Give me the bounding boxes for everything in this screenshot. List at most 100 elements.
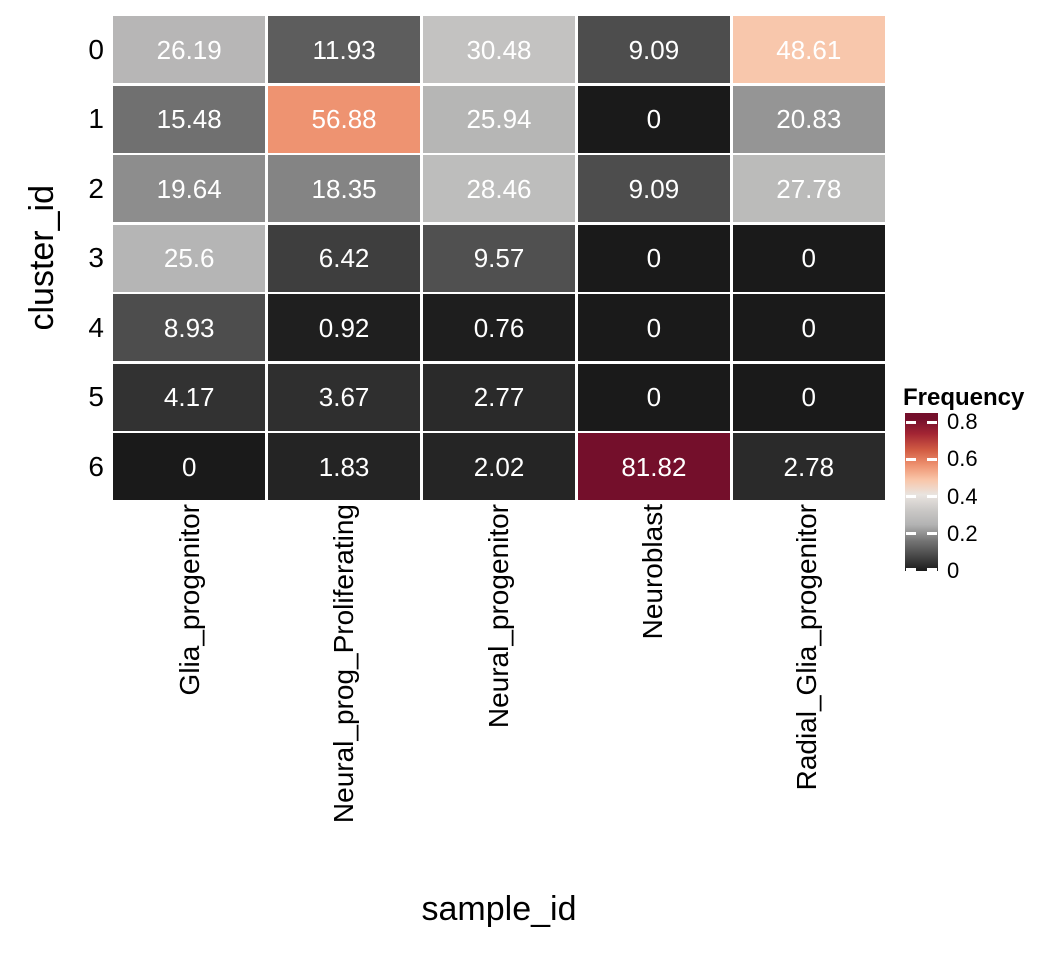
legend-tick-label: 0.4 xyxy=(947,483,978,509)
heatmap-cell: 0 xyxy=(577,85,731,153)
cell-value-label: 2.78 xyxy=(783,451,835,482)
cell-value-label: 0 xyxy=(801,382,817,412)
heatmap-cell: 28.46 xyxy=(422,155,576,222)
cell-value-label: 2.02 xyxy=(473,451,525,482)
heatmap-cell: 0 xyxy=(732,224,885,292)
x-tick-label: Neural_prog_Proliferating xyxy=(328,504,360,824)
cell-value-label: 27.78 xyxy=(776,173,842,204)
x-tick-label: Radial_Glia_progenitor xyxy=(791,504,823,791)
heatmap-cell: 19.64 xyxy=(113,155,266,222)
heatmap-cell: 18.35 xyxy=(267,155,421,222)
cell-value-label: 4.17 xyxy=(163,382,215,412)
heatmap-cell: 2.77 xyxy=(422,363,576,431)
y-tick-label: 3 xyxy=(88,242,104,273)
legend-tick-mark xyxy=(927,420,937,424)
legend-tick-label: 0.2 xyxy=(947,520,978,546)
y-axis-tick-labels: 0 1 2 3 4 5 6 xyxy=(0,16,104,500)
heatmap-cell: 20.83 xyxy=(732,85,885,153)
cell-value-label: 11.93 xyxy=(312,34,376,65)
cell-value-label: 15.48 xyxy=(156,104,222,134)
legend-tick-mark xyxy=(906,495,916,499)
legend-tick-mark xyxy=(906,420,916,424)
heatmap-cell: 8.93 xyxy=(113,294,266,361)
legend-tick-mark xyxy=(906,457,916,461)
cell-value-label: 30.48 xyxy=(466,34,532,65)
cell-value-label: 26.19 xyxy=(156,34,222,65)
heatmap-cell: 25.6 xyxy=(113,224,266,292)
cell-value-label: 1.83 xyxy=(318,451,370,482)
cell-value-label: 0 xyxy=(181,451,197,482)
cell-value-label: 9.57 xyxy=(473,243,525,273)
heatmap-cell: 0.92 xyxy=(267,294,421,361)
cell-value-label: 0 xyxy=(646,312,662,343)
heatmap-cell: 0 xyxy=(577,294,731,361)
y-tick-label: 5 xyxy=(88,381,104,412)
x-tick-label: Neuroblast xyxy=(636,504,668,640)
x-tick-label: Glia_progenitor xyxy=(173,504,205,696)
cell-value-label: 0 xyxy=(801,312,817,343)
x-tick-label-wrap: Neural_progenitor xyxy=(479,504,519,728)
x-tick-label: Neural_progenitor xyxy=(482,504,514,729)
cell-value-label: 81.82 xyxy=(621,451,687,482)
heatmap-cell: 0 xyxy=(732,363,885,431)
heatmap-cell: 0 xyxy=(113,433,266,500)
cell-value-label: 25.94 xyxy=(466,104,532,134)
x-axis-title: sample_id xyxy=(421,890,577,928)
heatmap-cell: 3.67 xyxy=(267,363,421,431)
cell-value-label: 0.76 xyxy=(473,312,525,343)
legend-tick-mark xyxy=(927,457,937,461)
cell-value-label: 56.88 xyxy=(311,104,377,134)
cell-value-label: 9.09 xyxy=(628,34,680,65)
heatmap-cell: 0 xyxy=(577,363,731,431)
heatmap-cell: 15.48 xyxy=(113,85,266,153)
legend-tick-label: 0.6 xyxy=(947,446,978,472)
cell-value-label: 19.64 xyxy=(156,173,222,204)
legend-tick-mark xyxy=(927,495,937,499)
y-tick-label: 2 xyxy=(88,172,104,204)
legend-colorbar xyxy=(905,413,938,571)
heatmap-cell: 0 xyxy=(732,294,885,361)
legend-title: Frequency xyxy=(903,384,1025,411)
cell-value-label: 48.61 xyxy=(776,34,842,65)
cell-value-label: 8.93 xyxy=(163,312,215,343)
y-tick-label: 1 xyxy=(88,103,104,134)
heatmap-cell: 2.78 xyxy=(732,433,885,500)
y-tick-label: 0 xyxy=(88,33,104,65)
y-tick-label: 6 xyxy=(88,450,104,482)
x-tick-label-wrap: Neural_prog_Proliferating xyxy=(325,504,365,823)
cell-value-label: 2.77 xyxy=(473,382,525,412)
heatmap-cell: 25.94 xyxy=(422,85,576,153)
x-axis-tick-labels: Glia_progenitor Neural_prog_Proliferating… xyxy=(113,504,885,874)
heatmap-cell: 1.83 xyxy=(267,433,421,500)
legend-tick-mark xyxy=(906,532,916,536)
cell-value-label: 25.6 xyxy=(163,243,215,273)
heatmap-cell: 11.93 xyxy=(267,16,421,83)
heatmap-cell: 26.19 xyxy=(113,16,266,83)
cell-value-label: 0 xyxy=(646,382,662,412)
heatmap-cell: 30.48 xyxy=(422,16,576,83)
heatmap-cell: 2.02 xyxy=(422,433,576,500)
heatmap-cell: 4.17 xyxy=(113,363,266,431)
heatmap-cell: 56.88 xyxy=(267,85,421,153)
y-tick-label: 4 xyxy=(88,311,104,343)
heatmap-cell: 0 xyxy=(577,224,731,292)
heatmap-cell: 9.09 xyxy=(577,155,731,222)
cell-value-label: 6.42 xyxy=(318,243,370,273)
cell-value-label: 0 xyxy=(646,243,662,273)
cell-value-label: 0 xyxy=(646,104,662,134)
heatmap-cell: 9.09 xyxy=(577,16,731,83)
cell-value-label: 20.83 xyxy=(776,104,842,134)
heatmap-cell: 27.78 xyxy=(732,155,885,222)
heatmap-cell: 81.82 xyxy=(577,433,731,500)
heatmap-cell: 0.76 xyxy=(422,294,576,361)
cell-value-label: 3.67 xyxy=(318,382,370,412)
legend-tick-mark xyxy=(927,532,937,536)
cell-value-label: 0 xyxy=(801,243,817,273)
legend-tick-mark xyxy=(927,568,937,571)
cell-value-label: 28.46 xyxy=(466,173,532,204)
cell-value-label: 0.92 xyxy=(318,312,370,343)
x-tick-label-wrap: Glia_progenitor xyxy=(170,504,210,695)
heatmap-cell: 6.42 xyxy=(267,224,421,292)
heatmap-cell: 48.61 xyxy=(732,16,885,83)
